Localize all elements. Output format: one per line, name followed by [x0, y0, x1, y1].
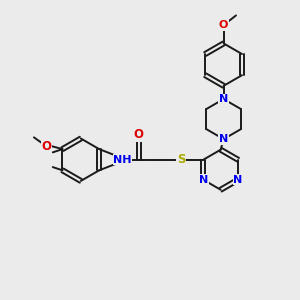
Text: O: O	[134, 128, 144, 141]
Text: O: O	[219, 20, 228, 30]
Text: S: S	[177, 153, 185, 166]
Text: N: N	[219, 134, 228, 144]
Text: O: O	[41, 140, 51, 153]
Text: N: N	[199, 175, 208, 185]
Text: N: N	[233, 175, 243, 185]
Text: NH: NH	[113, 155, 132, 165]
Text: N: N	[219, 94, 228, 104]
